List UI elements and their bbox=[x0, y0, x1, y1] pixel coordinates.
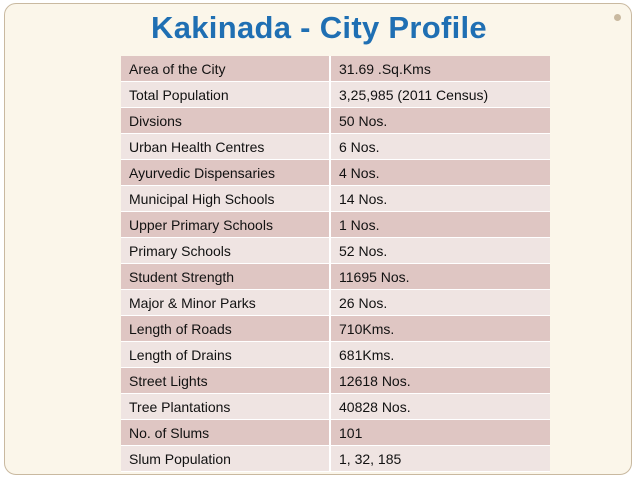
row-label: Divsions bbox=[121, 107, 331, 134]
row-value: 31.69 .Sq.Kms bbox=[330, 56, 550, 82]
row-value: 11695 Nos. bbox=[330, 263, 550, 290]
row-value: 40828 Nos. bbox=[330, 393, 550, 420]
row-label: Street Lights bbox=[121, 367, 331, 394]
row-value: 26 Nos. bbox=[330, 289, 550, 316]
row-label: Total Population bbox=[121, 81, 331, 108]
row-label: Student Strength bbox=[121, 263, 331, 290]
table-row: Slum Population 1, 32, 185 bbox=[121, 445, 550, 472]
row-value: 6 Nos. bbox=[330, 133, 550, 160]
table-row: Area of the City 31.69 .Sq.Kms bbox=[121, 56, 550, 82]
table-row: Urban Health Centres 6 Nos. bbox=[121, 133, 550, 160]
table-row: Municipal High Schools 14 Nos. bbox=[121, 185, 550, 212]
table-row: Primary Schools 52 Nos. bbox=[121, 237, 550, 264]
table-row: Total Population 3,25,985 (2011 Census) bbox=[121, 81, 550, 108]
row-value: 1, 32, 185 bbox=[330, 445, 550, 472]
table-row: No. of Slums 101 bbox=[121, 419, 550, 446]
row-label: Municipal High Schools bbox=[121, 185, 331, 212]
slide-title: Kakinada - City Profile bbox=[151, 10, 487, 45]
row-label: Upper Primary Schools bbox=[121, 211, 331, 238]
table-row: Length of Drains 681Kms. bbox=[121, 341, 550, 368]
table-row: Student Strength 11695 Nos. bbox=[121, 263, 550, 290]
row-label: Length of Drains bbox=[121, 341, 331, 368]
table-row: Divsions 50 Nos. bbox=[121, 107, 550, 134]
row-label: Slum Population bbox=[121, 445, 331, 472]
city-profile-table: Area of the City 31.69 .Sq.Kms Total Pop… bbox=[121, 56, 550, 472]
row-value: 3,25,985 (2011 Census) bbox=[330, 81, 550, 108]
table-row: Street Lights 12618 Nos. bbox=[121, 367, 550, 394]
row-label: Area of the City bbox=[121, 56, 331, 82]
row-value: 12618 Nos. bbox=[330, 367, 550, 394]
row-value: 4 Nos. bbox=[330, 159, 550, 186]
row-value: 52 Nos. bbox=[330, 237, 550, 264]
row-label: Ayurvedic Dispensaries bbox=[121, 159, 331, 186]
row-label: Length of Roads bbox=[121, 315, 331, 342]
table-row: Major & Minor Parks 26 Nos. bbox=[121, 289, 550, 316]
row-label: No. of Slums bbox=[121, 419, 331, 446]
table-row: Tree Plantations 40828 Nos. bbox=[121, 393, 550, 420]
table-row: Ayurvedic Dispensaries 4 Nos. bbox=[121, 159, 550, 186]
slide: Kakinada - City Profile Area of the City… bbox=[4, 3, 632, 475]
table-row: Upper Primary Schools 1 Nos. bbox=[121, 211, 550, 238]
row-value: 101 bbox=[330, 419, 550, 446]
corner-dot bbox=[614, 14, 621, 21]
table-row: Length of Roads 710Kms. bbox=[121, 315, 550, 342]
row-value: 50 Nos. bbox=[330, 107, 550, 134]
row-label: Tree Plantations bbox=[121, 393, 331, 420]
row-label: Urban Health Centres bbox=[121, 133, 331, 160]
row-label: Major & Minor Parks bbox=[121, 289, 331, 316]
row-value: 1 Nos. bbox=[330, 211, 550, 238]
row-value: 710Kms. bbox=[330, 315, 550, 342]
row-label: Primary Schools bbox=[121, 237, 331, 264]
row-value: 14 Nos. bbox=[330, 185, 550, 212]
row-value: 681Kms. bbox=[330, 341, 550, 368]
